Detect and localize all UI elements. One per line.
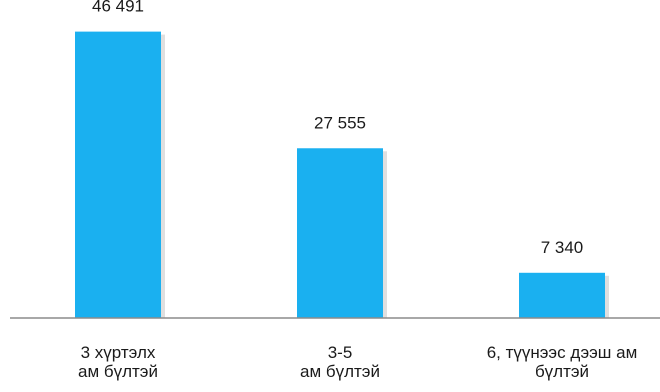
data-label-3: 7 340: [541, 238, 584, 257]
data-labels: 46 491 27 555 7 340: [92, 0, 583, 257]
category-label-line: бүлтэй: [534, 362, 590, 381]
category-label-1: 3 хүртэлх ам бүлтэй: [18, 343, 218, 381]
bar-1: [75, 31, 161, 318]
bars: [75, 31, 609, 318]
bar-2: [297, 148, 383, 318]
category-label-2: 3-5 ам бүлтэй: [240, 343, 440, 381]
data-label-2: 27 555: [314, 113, 366, 132]
category-label-line: 3-5: [327, 343, 353, 362]
category-label-3: 6, түүнээс дээш ам бүлтэй: [462, 343, 660, 381]
bar-3: [519, 272, 605, 318]
category-label-line: 3 хүртэлх: [80, 343, 156, 362]
data-label-1: 46 491: [92, 0, 144, 16]
category-label-line: 6, түүнээс дээш ам: [486, 343, 638, 362]
category-label-line: ам бүлтэй: [300, 362, 380, 381]
category-label-line: ам бүлтэй: [78, 362, 158, 381]
